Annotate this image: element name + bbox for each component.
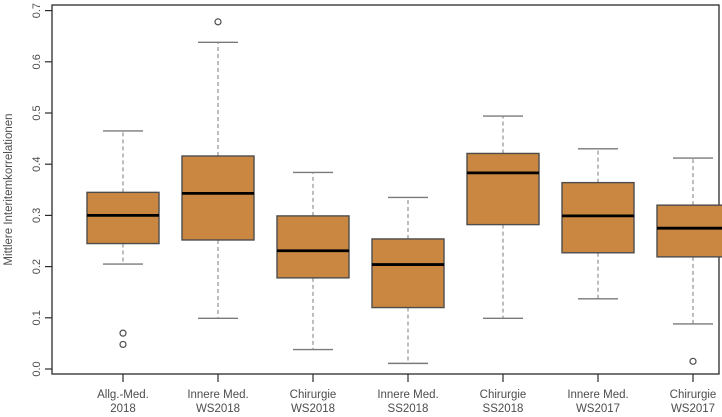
y-axis-tick-label: 0.1: [31, 310, 43, 325]
y-axis-tick-label: 0.7: [31, 3, 43, 18]
y-axis-tick-label: 0.2: [31, 259, 43, 274]
iqr-box: [181, 155, 255, 241]
y-axis-tick-label: 0.4: [31, 157, 43, 172]
boxplot-box-4: [466, 115, 540, 320]
x-axis-label-line2: 2018: [110, 403, 136, 415]
boxplot-box-5: [561, 148, 635, 300]
y-axis-tick-label: 0.5: [31, 105, 43, 120]
outlier-point: [214, 18, 222, 26]
outlier-point: [119, 329, 127, 337]
x-axis-label-line1: Chirurgie: [480, 389, 527, 401]
x-axis-label-line1: Innere Med.: [567, 389, 628, 401]
outlier-point: [119, 340, 127, 349]
x-axis-label-line1: Chirurgie: [290, 389, 337, 401]
x-axis-label-line2: WS2017: [671, 403, 715, 415]
x-axis-label-line2: SS2018: [388, 403, 429, 415]
y-axis-tick-label: 0.3: [31, 208, 43, 223]
iqr-box: [466, 152, 540, 226]
y-axis-title: Mittlere Interitemkorrelationen: [3, 113, 15, 265]
iqr-box: [276, 215, 350, 279]
x-axis-label-line2: WS2018: [291, 403, 335, 415]
boxplot-box-1: [181, 18, 255, 320]
y-axis-tick-label: 0.0: [31, 361, 43, 376]
plot-frame: [51, 4, 720, 375]
x-axis-label-line1: Chirurgie: [670, 389, 717, 401]
outlier-point: [689, 357, 697, 365]
x-axis-label-line1: Innere Med.: [377, 389, 438, 401]
x-axis-label-line2: SS2018: [483, 403, 524, 415]
boxplot-box-6: [656, 157, 722, 365]
iqr-box: [371, 238, 445, 309]
iqr-box: [656, 204, 722, 258]
boxplot-box-0: [86, 130, 160, 349]
iqr-box: [561, 181, 635, 254]
x-axis-label-line2: WS2017: [576, 403, 620, 415]
x-axis-label-line1: Allg.-Med.: [97, 389, 149, 401]
x-axis-label-line1: Innere Med.: [187, 389, 248, 401]
iqr-box: [86, 191, 160, 245]
boxplot-box-2: [276, 171, 350, 351]
boxplot-box-3: [371, 196, 445, 365]
x-axis-label-line2: WS2018: [196, 403, 240, 415]
y-axis-tick-label: 0.6: [31, 54, 43, 69]
